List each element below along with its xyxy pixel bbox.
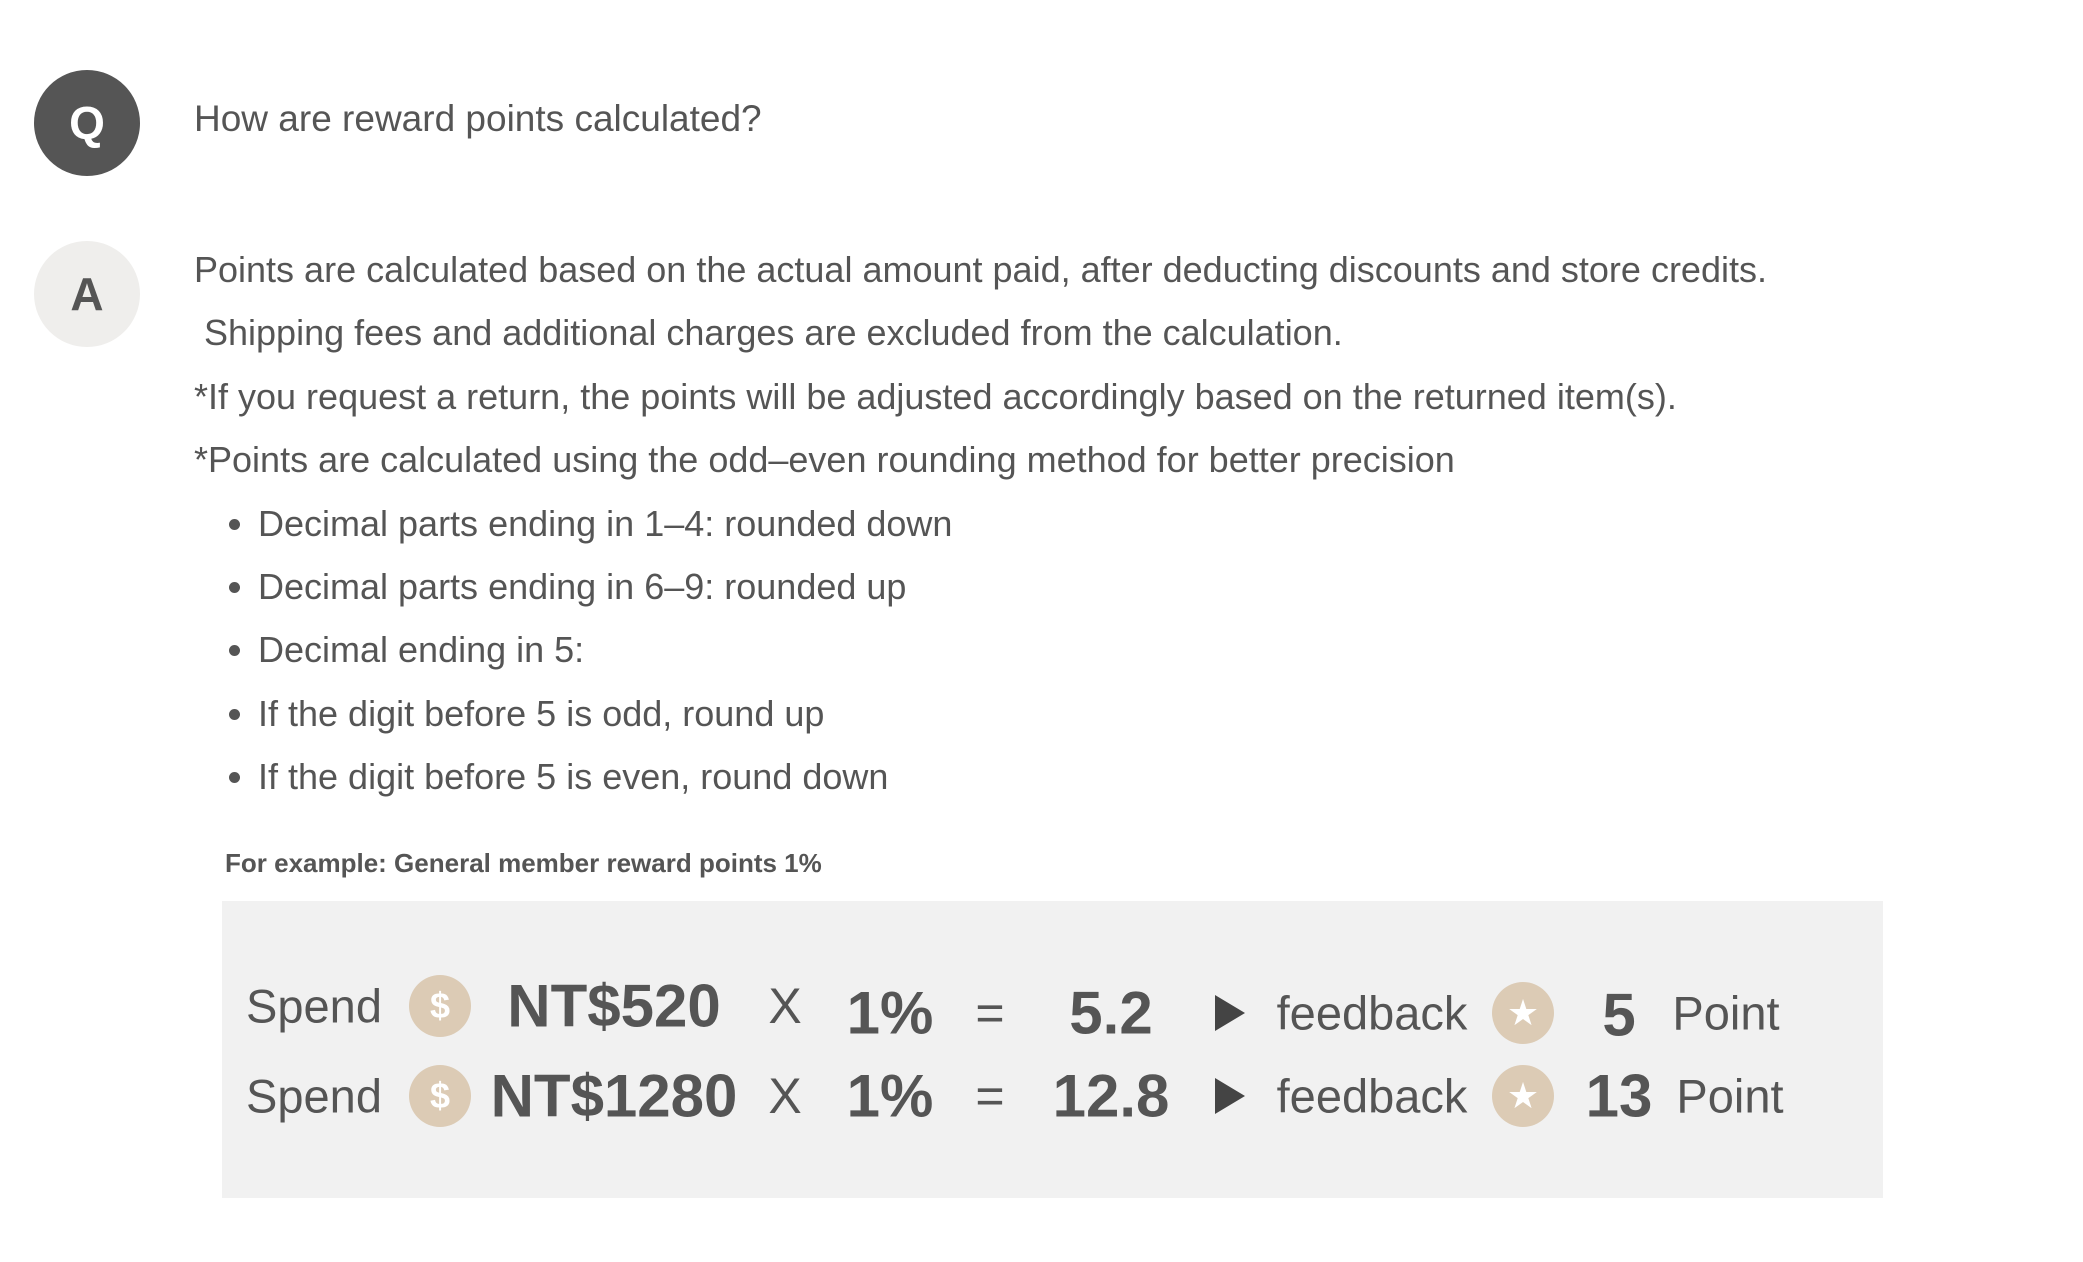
spend-amount: NT$520 bbox=[507, 972, 721, 1040]
star-coin-icon: ★ bbox=[1492, 982, 1554, 1045]
calculated-result: 12.8 bbox=[1052, 1062, 1170, 1130]
point-unit: Point bbox=[1676, 1069, 1784, 1123]
multiply-sign: X bbox=[768, 1068, 802, 1124]
calculated-result: 5.2 bbox=[1069, 979, 1153, 1047]
answer-body: Points are calculated based on the actua… bbox=[194, 238, 1767, 809]
question-badge: Q bbox=[34, 70, 140, 176]
list-item: Decimal parts ending in 1–4: rounded dow… bbox=[258, 492, 1767, 555]
rounding-rules-list: Decimal parts ending in 1–4: rounded dow… bbox=[194, 492, 1767, 809]
play-arrow-icon bbox=[1215, 1078, 1245, 1114]
equals-sign: = bbox=[975, 985, 1005, 1042]
list-item: Decimal parts ending in 6–9: rounded up bbox=[258, 555, 1767, 618]
equals-sign: = bbox=[975, 1068, 1005, 1124]
star-coin-icon: ★ bbox=[1492, 1065, 1554, 1127]
answer-badge: A bbox=[34, 241, 140, 347]
answer-line: *Points are calculated using the odd–eve… bbox=[194, 439, 1455, 481]
dollar-coin-icon: $ bbox=[409, 1065, 471, 1127]
list-item: If the digit before 5 is odd, round up bbox=[258, 682, 1767, 745]
question-text: How are reward points calculated? bbox=[194, 98, 762, 139]
example-box: Spend $ NT$520 X 1% = 5.2 feedback ★ 5 P… bbox=[222, 901, 1883, 1198]
play-arrow-icon bbox=[1215, 995, 1245, 1032]
spend-amount: NT$1280 bbox=[490, 1062, 738, 1130]
point-unit: Point bbox=[1672, 986, 1780, 1040]
spend-label: Spend bbox=[246, 1069, 382, 1123]
points-earned: 5 bbox=[1602, 981, 1636, 1049]
points-earned: 13 bbox=[1585, 1062, 1653, 1130]
answer-badge-label: A bbox=[70, 268, 104, 320]
answer-line: Points are calculated based on the actua… bbox=[194, 249, 1767, 290]
answer-line: *If you request a return, the points wil… bbox=[194, 375, 1677, 417]
feedback-label: feedback bbox=[1276, 986, 1468, 1040]
feedback-label: feedback bbox=[1276, 1069, 1468, 1123]
answer-line: Shipping fees and additional charges are… bbox=[194, 312, 1343, 354]
example-row: Spend $ NT$520 X 1% = 5.2 feedback ★ 5 P… bbox=[222, 961, 1883, 1051]
multiply-sign: X bbox=[768, 978, 802, 1034]
list-item: If the digit before 5 is even, round dow… bbox=[258, 745, 1767, 808]
reward-rate: 1% bbox=[846, 1062, 934, 1130]
reward-rate: 1% bbox=[846, 979, 934, 1047]
example-row: Spend $ NT$1280 X 1% = 12.8 feedback ★ 1… bbox=[222, 1051, 1883, 1141]
spend-label: Spend bbox=[246, 979, 382, 1033]
dollar-coin-icon: $ bbox=[409, 975, 471, 1037]
example-label: For example: General member reward point… bbox=[225, 848, 822, 878]
question-badge-label: Q bbox=[69, 97, 105, 149]
list-item: Decimal ending in 5: bbox=[258, 618, 1767, 681]
